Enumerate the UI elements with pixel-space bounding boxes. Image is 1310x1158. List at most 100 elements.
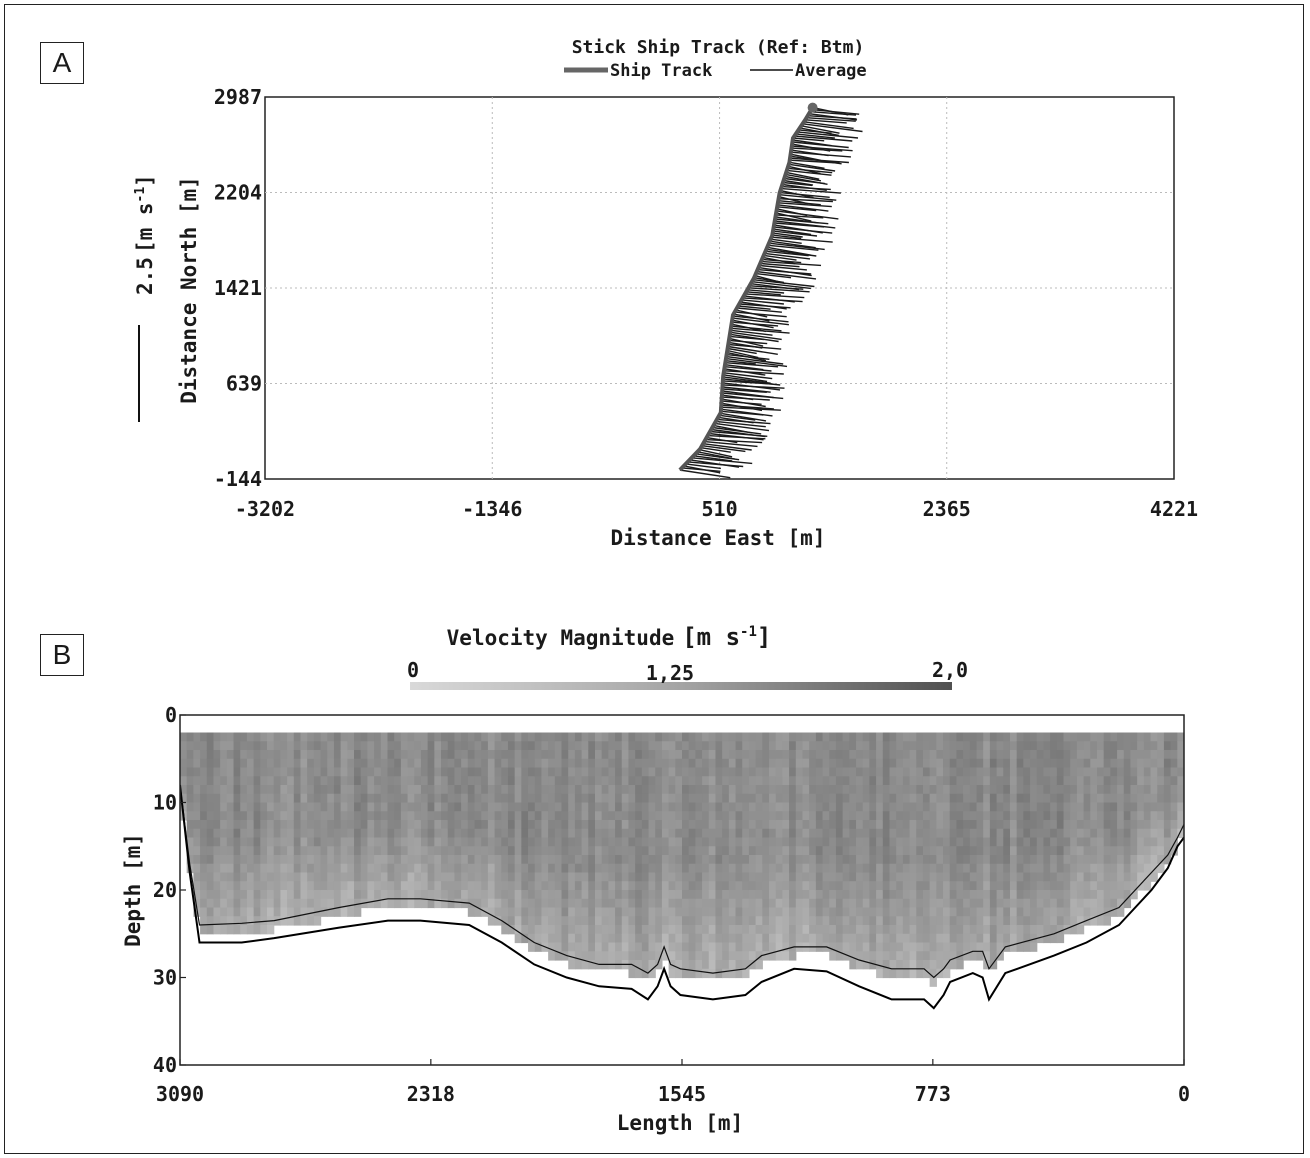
velocity-cell bbox=[287, 820, 295, 830]
velocity-cell bbox=[815, 793, 824, 804]
velocity-cell bbox=[996, 837, 1004, 847]
velocity-cell bbox=[474, 881, 482, 891]
velocity-cell bbox=[755, 933, 763, 944]
velocity-cell bbox=[728, 811, 737, 821]
velocity-cell bbox=[220, 750, 228, 760]
velocity-cell bbox=[648, 741, 656, 751]
velocity-cell bbox=[869, 933, 877, 944]
velocity-cell bbox=[574, 776, 583, 786]
velocity-cell bbox=[889, 916, 897, 926]
velocity-cell bbox=[594, 898, 603, 909]
velocity-cell bbox=[702, 732, 710, 742]
velocity-cell bbox=[454, 898, 462, 909]
velocity-cell bbox=[427, 890, 435, 900]
velocity-cell bbox=[628, 750, 636, 760]
velocity-cell bbox=[802, 846, 810, 856]
velocity-stick bbox=[772, 230, 818, 237]
velocity-cell bbox=[635, 750, 643, 760]
chart-a-grid bbox=[265, 97, 1174, 479]
velocity-cell bbox=[1083, 898, 1091, 909]
velocity-cell bbox=[1036, 855, 1045, 865]
velocity-cell bbox=[675, 890, 683, 900]
velocity-cell bbox=[735, 820, 743, 830]
velocity-cell bbox=[273, 793, 281, 804]
velocity-cell bbox=[956, 846, 964, 856]
velocity-stick bbox=[727, 347, 757, 355]
velocity-cell bbox=[869, 785, 877, 795]
velocity-cell bbox=[588, 872, 596, 882]
velocity-cell bbox=[287, 855, 295, 865]
velocity-cell bbox=[775, 785, 783, 795]
velocity-cell bbox=[909, 811, 917, 821]
velocity-cell bbox=[548, 942, 556, 952]
velocity-cell bbox=[762, 802, 770, 812]
velocity-cell bbox=[260, 828, 268, 839]
velocity-stick bbox=[685, 463, 721, 470]
velocity-cell bbox=[775, 846, 783, 856]
velocity-cell bbox=[1170, 802, 1178, 812]
velocity-cell bbox=[1070, 872, 1078, 882]
velocity-cell bbox=[367, 872, 375, 882]
velocity-cell bbox=[360, 767, 369, 777]
velocity-cell bbox=[213, 855, 221, 865]
velocity-cell bbox=[748, 855, 757, 865]
velocity-cell bbox=[320, 846, 328, 856]
velocity-cell bbox=[996, 898, 1004, 909]
velocity-cell bbox=[200, 890, 208, 900]
velocity-cell bbox=[481, 767, 489, 777]
velocity-cell bbox=[374, 890, 382, 900]
velocity-cell bbox=[1043, 837, 1051, 847]
velocity-cell bbox=[882, 750, 891, 760]
velocity-cell bbox=[434, 863, 442, 874]
velocity-cell bbox=[856, 960, 864, 970]
velocity-cell bbox=[856, 802, 864, 812]
velocity-cell bbox=[936, 890, 944, 900]
velocity-cell bbox=[1036, 837, 1045, 847]
velocity-cell bbox=[400, 802, 409, 812]
velocity-stick bbox=[779, 191, 830, 198]
velocity-cell bbox=[722, 855, 730, 865]
velocity-cell bbox=[876, 793, 884, 804]
velocity-cell bbox=[561, 776, 569, 786]
velocity-cell bbox=[769, 811, 777, 821]
velocity-cell bbox=[387, 741, 395, 751]
velocity-cell bbox=[454, 741, 462, 751]
velocity-cell bbox=[467, 846, 476, 856]
velocity-cell bbox=[487, 741, 496, 751]
velocity-stick bbox=[727, 349, 759, 359]
velocity-cell bbox=[628, 828, 636, 839]
velocity-cell bbox=[1130, 776, 1138, 786]
velocity-cell bbox=[507, 855, 516, 865]
velocity-cell bbox=[856, 785, 864, 795]
velocity-cell bbox=[280, 846, 288, 856]
velocity-cell bbox=[795, 811, 804, 821]
velocity-cell bbox=[996, 776, 1004, 786]
velocity-cell bbox=[795, 916, 804, 926]
velocity-cell bbox=[782, 951, 790, 961]
velocity-cell bbox=[1003, 767, 1011, 777]
velocity-cell bbox=[902, 776, 911, 786]
velocity-cell bbox=[1050, 846, 1058, 856]
velocity-cell bbox=[682, 951, 690, 961]
velocity-cell bbox=[360, 776, 369, 786]
velocity-cell bbox=[862, 785, 871, 795]
velocity-cell bbox=[641, 925, 650, 935]
velocity-cell bbox=[333, 793, 342, 804]
velocity-cell bbox=[969, 898, 978, 909]
velocity-cell bbox=[554, 837, 563, 847]
velocity-cell bbox=[501, 837, 509, 847]
velocity-cell bbox=[688, 732, 696, 742]
velocity-cell bbox=[220, 863, 228, 874]
velocity-cell bbox=[963, 776, 971, 786]
velocity-cell bbox=[487, 837, 496, 847]
velocity-cell bbox=[340, 741, 348, 751]
velocity-cell bbox=[246, 907, 255, 917]
velocity-cell bbox=[655, 951, 663, 961]
velocity-cell bbox=[420, 732, 429, 742]
velocity-cell bbox=[267, 732, 275, 742]
velocity-cell bbox=[213, 741, 221, 751]
velocity-cell bbox=[246, 890, 255, 900]
velocity-cell bbox=[554, 750, 563, 760]
velocity-cell bbox=[347, 907, 355, 917]
velocity-cell bbox=[441, 811, 449, 821]
